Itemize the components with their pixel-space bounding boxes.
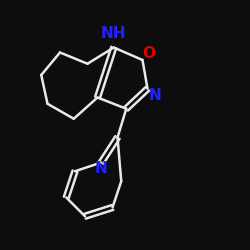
Text: NH: NH [101,26,126,41]
Text: N: N [148,88,162,102]
Text: N: N [95,161,108,176]
Text: O: O [142,46,155,61]
